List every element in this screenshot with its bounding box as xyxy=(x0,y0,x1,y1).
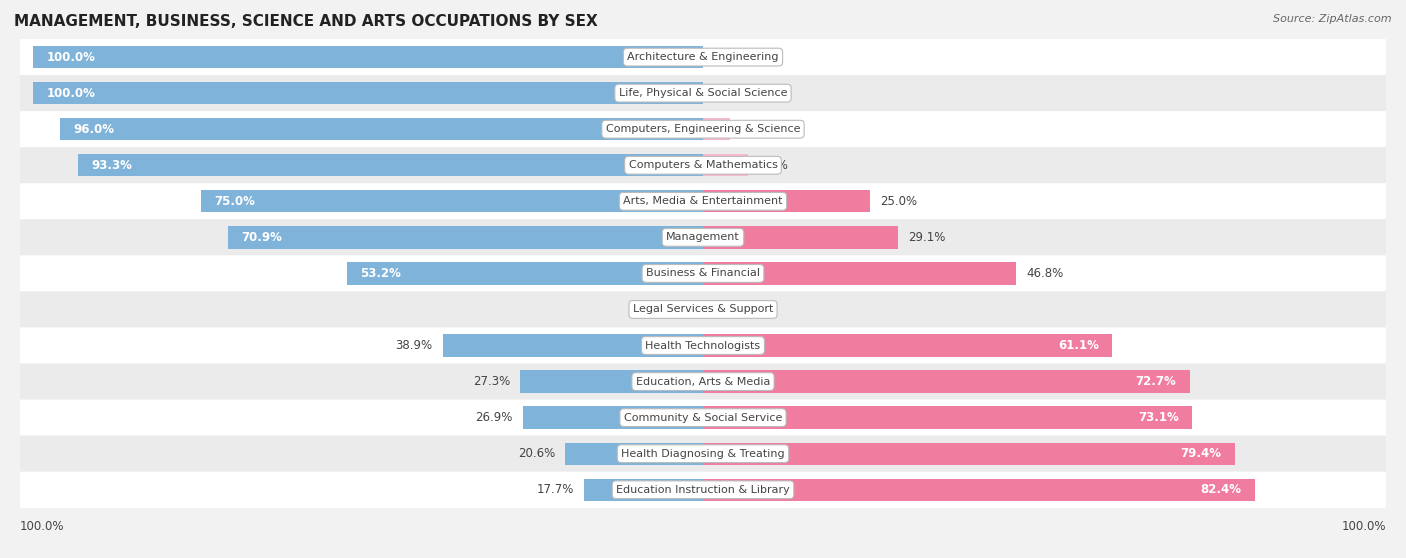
Bar xyxy=(79,154,703,176)
Text: 27.3%: 27.3% xyxy=(472,375,510,388)
FancyBboxPatch shape xyxy=(20,219,1386,256)
Text: Education Instruction & Library: Education Instruction & Library xyxy=(616,485,790,495)
Text: MANAGEMENT, BUSINESS, SCIENCE AND ARTS OCCUPATIONS BY SEX: MANAGEMENT, BUSINESS, SCIENCE AND ARTS O… xyxy=(14,14,598,29)
Legend: Male, Female: Male, Female xyxy=(630,554,776,558)
Bar xyxy=(703,442,1234,465)
Bar xyxy=(703,334,1112,357)
Bar xyxy=(34,46,703,68)
Bar xyxy=(703,190,870,213)
Text: 29.1%: 29.1% xyxy=(908,231,945,244)
Text: 0.0%: 0.0% xyxy=(713,51,742,64)
Text: 100.0%: 100.0% xyxy=(20,521,65,533)
Text: Computers & Mathematics: Computers & Mathematics xyxy=(628,160,778,170)
Text: 26.9%: 26.9% xyxy=(475,411,513,424)
Bar xyxy=(585,479,703,501)
Text: 82.4%: 82.4% xyxy=(1201,483,1241,496)
FancyBboxPatch shape xyxy=(20,111,1386,147)
Text: 75.0%: 75.0% xyxy=(214,195,254,208)
Text: 53.2%: 53.2% xyxy=(360,267,401,280)
Text: 100.0%: 100.0% xyxy=(1341,521,1386,533)
Text: 46.8%: 46.8% xyxy=(1026,267,1063,280)
FancyBboxPatch shape xyxy=(20,183,1386,219)
Bar xyxy=(703,226,898,248)
Bar xyxy=(703,118,730,141)
FancyBboxPatch shape xyxy=(20,291,1386,328)
Text: Architecture & Engineering: Architecture & Engineering xyxy=(627,52,779,62)
Text: Life, Physical & Social Science: Life, Physical & Social Science xyxy=(619,88,787,98)
Text: Legal Services & Support: Legal Services & Support xyxy=(633,305,773,315)
Text: Education, Arts & Media: Education, Arts & Media xyxy=(636,377,770,387)
Text: 38.9%: 38.9% xyxy=(395,339,433,352)
FancyBboxPatch shape xyxy=(20,147,1386,183)
Text: 72.7%: 72.7% xyxy=(1136,375,1177,388)
FancyBboxPatch shape xyxy=(20,75,1386,111)
Bar xyxy=(703,406,1192,429)
Text: Computers, Engineering & Science: Computers, Engineering & Science xyxy=(606,124,800,134)
Bar xyxy=(34,82,703,104)
Bar xyxy=(520,371,703,393)
Text: 73.1%: 73.1% xyxy=(1139,411,1180,424)
FancyBboxPatch shape xyxy=(20,328,1386,364)
Bar xyxy=(703,262,1017,285)
Text: 70.9%: 70.9% xyxy=(242,231,283,244)
Text: Community & Social Service: Community & Social Service xyxy=(624,413,782,422)
Bar xyxy=(347,262,703,285)
Text: 96.0%: 96.0% xyxy=(73,123,115,136)
Text: 6.7%: 6.7% xyxy=(758,159,787,172)
Bar xyxy=(60,118,703,141)
Text: 4.0%: 4.0% xyxy=(740,123,769,136)
FancyBboxPatch shape xyxy=(20,472,1386,508)
FancyBboxPatch shape xyxy=(20,364,1386,400)
Text: 61.1%: 61.1% xyxy=(1057,339,1098,352)
Bar xyxy=(703,154,748,176)
Text: 0.0%: 0.0% xyxy=(713,86,742,100)
Bar xyxy=(443,334,703,357)
Text: Management: Management xyxy=(666,232,740,242)
Text: Health Diagnosing & Treating: Health Diagnosing & Treating xyxy=(621,449,785,459)
Bar xyxy=(703,371,1189,393)
Bar xyxy=(228,226,703,248)
Text: 100.0%: 100.0% xyxy=(46,86,96,100)
Text: Source: ZipAtlas.com: Source: ZipAtlas.com xyxy=(1274,14,1392,24)
FancyBboxPatch shape xyxy=(20,436,1386,472)
Bar xyxy=(703,479,1254,501)
Text: 100.0%: 100.0% xyxy=(46,51,96,64)
Text: Health Technologists: Health Technologists xyxy=(645,340,761,350)
FancyBboxPatch shape xyxy=(20,39,1386,75)
Text: 25.0%: 25.0% xyxy=(880,195,918,208)
FancyBboxPatch shape xyxy=(20,400,1386,436)
Text: 0.0%: 0.0% xyxy=(713,303,742,316)
Text: Arts, Media & Entertainment: Arts, Media & Entertainment xyxy=(623,196,783,206)
Text: 93.3%: 93.3% xyxy=(91,159,132,172)
Text: 20.6%: 20.6% xyxy=(517,447,555,460)
Bar xyxy=(565,442,703,465)
Text: 79.4%: 79.4% xyxy=(1180,447,1222,460)
Text: Business & Financial: Business & Financial xyxy=(645,268,761,278)
Text: 0.0%: 0.0% xyxy=(664,303,693,316)
Text: 17.7%: 17.7% xyxy=(537,483,575,496)
FancyBboxPatch shape xyxy=(20,256,1386,291)
Bar xyxy=(201,190,703,213)
Bar xyxy=(523,406,703,429)
